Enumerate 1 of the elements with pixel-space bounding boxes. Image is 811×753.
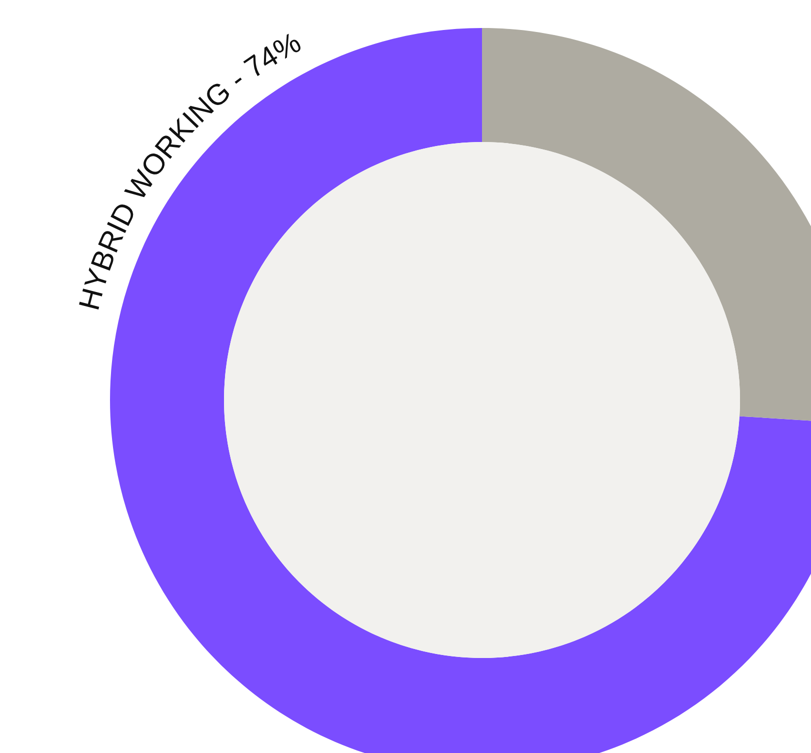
category-label: HYBRID WORKING - 74%	[79, 32, 302, 310]
